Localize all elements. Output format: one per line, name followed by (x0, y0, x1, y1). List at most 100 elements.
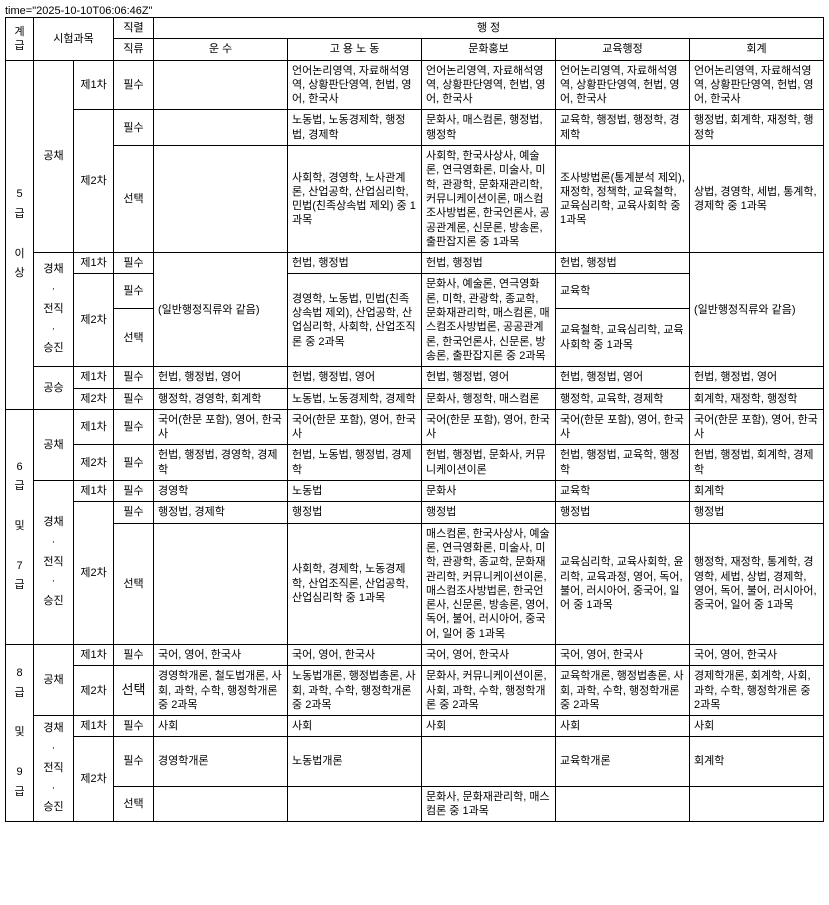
g5-gc-r1-1: 언어논리영역, 자료해석영역, 상황판단영역, 헌법, 영어, 한국사 (288, 60, 422, 110)
g5-kc-r1-type: 필수 (114, 253, 154, 274)
g5-kc-r2b-1: 문화사, 예술론, 연극영화론, 미학, 관광학, 종교학, 문화재관리학, 매… (422, 274, 556, 367)
g6-kc-r1-exam: 제1차 (74, 481, 114, 502)
g5-gc-r2b-0 (154, 146, 288, 253)
g5-gc-r2b-3: 조사방법론(통계분석 제외), 재정학, 정책학, 교육철학, 교육심리학, 교… (556, 146, 690, 253)
g6-kc-r2-type2: 선택 (114, 523, 154, 644)
g8-kc-r2b-0 (154, 786, 288, 822)
g5-gs-r2-1: 노동법, 노동경제학, 경제학 (288, 388, 422, 409)
g6-kc-r2a-0: 행정법, 경제학 (154, 502, 288, 523)
g8-kc-r2-type1: 필수 (114, 737, 154, 786)
g8-gc-r2-0: 경영학개론, 철도법개론, 사회, 과학, 수학, 행정학개론 중 2과목 (154, 666, 288, 716)
g5-gc-r2a-1: 노동법, 노동경제학, 행정법, 경제학 (288, 110, 422, 146)
g6-gc-r2-0: 헌법, 행정법, 경영학, 경제학 (154, 445, 288, 481)
g6-kc-r2a-4: 행정법 (690, 502, 824, 523)
hdr-col-3: 교육행정 (556, 39, 690, 60)
g5-gc-r1-type: 필수 (114, 60, 154, 110)
g6-gyeongchae: 경채·전직·승진 (34, 481, 74, 645)
g8-gc-r2-exam: 제2차 (74, 666, 114, 716)
g6-label: 6급 및 7급 (6, 409, 34, 644)
g5-kc-r1-3: (일반행정직류와 같음) (690, 253, 824, 367)
g5-kc-r2b-2: 교육철학, 교육심리학, 교육사회학 중 1과목 (556, 309, 690, 367)
hdr-subjects: 시험과목 (34, 18, 114, 61)
g6-kc-r2-type1: 필수 (114, 502, 154, 523)
hdr-col-0: 운 수 (154, 39, 288, 60)
g8-kc-r2a-0: 경영학개론 (154, 737, 288, 786)
g5-gs-r2-2: 문화사, 행정학, 매스컴론 (422, 388, 556, 409)
g5-kc-r1-exam: 제1차 (74, 253, 114, 274)
g8-gc-r1-2: 국어, 영어, 한국사 (422, 644, 556, 665)
g8-kc-r1-3: 사회 (556, 716, 690, 737)
g5-gc-r1-0 (154, 60, 288, 110)
g6-gc-r1-3: 국어(한문 포함), 영어, 한국사 (556, 409, 690, 445)
g5-kc-r2-type2: 선택 (114, 309, 154, 367)
g6-gc-r2-type: 필수 (114, 445, 154, 481)
g8-kc-r2a-4: 회계학 (690, 737, 824, 786)
g8-gc-r1-4: 국어, 영어, 한국사 (690, 644, 824, 665)
g6-kc-r1-4: 회계학 (690, 481, 824, 502)
g8-gc-r2-3: 교육학개론, 행정법총론, 사회, 과학, 수학, 행정학개론 중 2과목 (556, 666, 690, 716)
g6-kc-r2b-0 (154, 523, 288, 644)
g8-kc-r1-exam: 제1차 (74, 716, 114, 737)
g8-gc-r1-0: 국어, 영어, 한국사 (154, 644, 288, 665)
g8-kc-r1-type: 필수 (114, 716, 154, 737)
g5-kc-r2-exam: 제2차 (74, 274, 114, 367)
g5-gs-r2-type: 필수 (114, 388, 154, 409)
g8-gongchae: 공채 (34, 644, 74, 715)
g5-gc-r2-type2: 선택 (114, 146, 154, 253)
g8-gc-r1-3: 국어, 영어, 한국사 (556, 644, 690, 665)
g6-kc-r2b-4: 행정학, 재정학, 통계학, 경영학, 세법, 상법, 경제학, 영어, 독어,… (690, 523, 824, 644)
g5-gongchae: 공채 (34, 60, 74, 253)
g5-kc-span: (일반행정직류와 같음) (154, 253, 288, 367)
g5-gs-r1-4: 헌법, 행정법, 영어 (690, 367, 824, 388)
g5-kc-r2-type1: 필수 (114, 274, 154, 309)
g6-gc-r2-exam: 제2차 (74, 445, 114, 481)
g5-gc-r2b-1: 사회학, 경영학, 노사관계론, 산업공학, 산업심리학, 민법(친족상속법 제… (288, 146, 422, 253)
hdr-col-2: 문화홍보 (422, 39, 556, 60)
g8-kc-r1-0: 사회 (154, 716, 288, 737)
g5-gyeongchae: 경채·전직·승진 (34, 253, 74, 367)
g6-gc-r2-2: 헌법, 행정법, 문화사, 커뮤니케이션이론 (422, 445, 556, 481)
g6-kc-r2a-3: 행정법 (556, 502, 690, 523)
g5-kc-r2a-2: 교육학 (556, 274, 690, 309)
g6-kc-r1-2: 문화사 (422, 481, 556, 502)
g5-gs-r2-3: 행정학, 교육학, 경제학 (556, 388, 690, 409)
g5-gongseung: 공승 (34, 367, 74, 410)
g5-gs-r1-0: 헌법, 행정법, 영어 (154, 367, 288, 388)
g8-gc-r2-type: 선택 (114, 666, 154, 716)
exam-subjects-table: 계급 시험과목 직렬 행 정 직류 운 수 고 용 노 동 문화홍보 교육행정 … (5, 17, 824, 822)
g5-gc-r2a-3: 교육학, 행정법, 행정학, 경제학 (556, 110, 690, 146)
g5-label: 5급 이상 (6, 60, 34, 409)
g5-gs-r1-type: 필수 (114, 367, 154, 388)
g5-gs-r2-4: 회계학, 재정학, 행정학 (690, 388, 824, 409)
g8-label: 8급 및 9급 (6, 644, 34, 821)
g8-gc-r2-1: 노동법개론, 행정법총론, 사회, 과학, 수학, 행정학개론 중 2과목 (288, 666, 422, 716)
g6-gc-r1-1: 국어(한문 포함), 영어, 한국사 (288, 409, 422, 445)
g5-gc-r2b-4: 상법, 경영학, 세법, 통계학, 경제학 중 1과목 (690, 146, 824, 253)
g5-kc-r2a-0: 경영학, 노동법, 민법(친족상속법 제외), 산업공학, 산업심리학, 사회학… (288, 274, 422, 367)
g5-gc-r2a-0 (154, 110, 288, 146)
g8-gc-r1-1: 국어, 영어, 한국사 (288, 644, 422, 665)
g5-gc-r2a-4: 행정법, 회계학, 재정학, 행정학 (690, 110, 824, 146)
g6-gc-r2-4: 헌법, 행정법, 회계학, 경제학 (690, 445, 824, 481)
g6-kc-r2a-1: 행정법 (288, 502, 422, 523)
g5-gc-r2-type1: 필수 (114, 110, 154, 146)
g8-gc-r1-type: 필수 (114, 644, 154, 665)
g6-kc-r1-1: 노동법 (288, 481, 422, 502)
hdr-admin: 행 정 (154, 18, 824, 39)
g6-kc-r2b-1: 사회학, 경제학, 노동경제학, 산업조직론, 산업공학, 산업심리학 중 1과… (288, 523, 422, 644)
g8-kc-r2b-1 (288, 786, 422, 822)
g6-kc-r2-exam: 제2차 (74, 502, 114, 645)
g6-kc-r1-type: 필수 (114, 481, 154, 502)
g8-kc-r1-1: 사회 (288, 716, 422, 737)
g5-gc-r1-3: 언어논리영역, 자료해석영역, 상황판단영역, 헌법, 영어, 한국사 (556, 60, 690, 110)
g8-kc-r1-4: 사회 (690, 716, 824, 737)
g8-kc-r2-type2: 선택 (114, 786, 154, 822)
g5-gs-r1-3: 헌법, 행정법, 영어 (556, 367, 690, 388)
g5-gc-r1-exam: 제1차 (74, 60, 114, 110)
hdr-category: 직류 (114, 39, 154, 60)
g5-kc-r1-1: 헌법, 행정법 (422, 253, 556, 274)
g5-gs-r1-1: 헌법, 행정법, 영어 (288, 367, 422, 388)
g8-gc-r2-4: 경제학개론, 회계학, 사회, 과학, 수학, 행정학개론 중 2과목 (690, 666, 824, 716)
g8-kc-r2b-2: 문화사, 문화재관리학, 매스컴론 중 1과목 (422, 786, 556, 822)
g6-gc-r1-4: 국어(한문 포함), 영어, 한국사 (690, 409, 824, 445)
